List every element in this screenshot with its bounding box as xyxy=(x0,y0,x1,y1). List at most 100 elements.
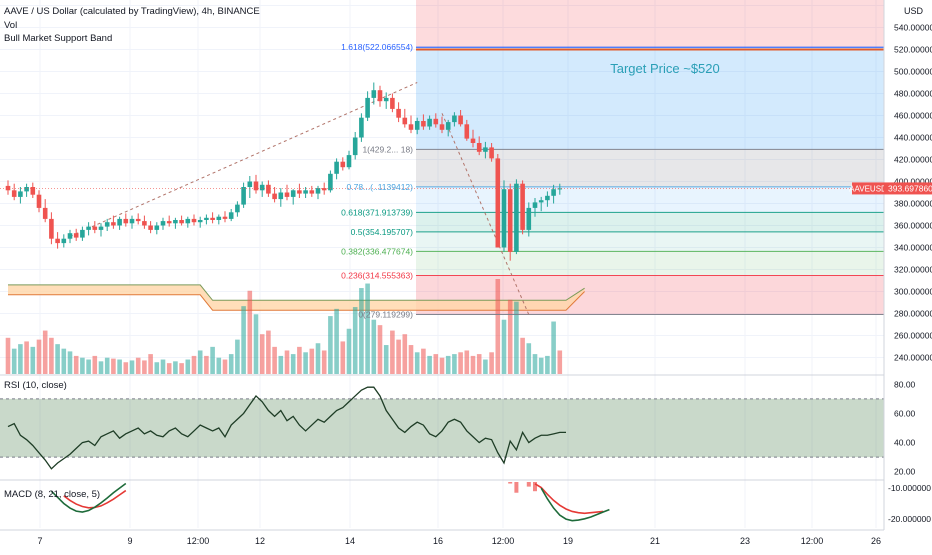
ticker-tag-bg xyxy=(852,182,884,195)
volume-bar xyxy=(427,355,432,374)
candle-body xyxy=(30,187,36,195)
volume-bar xyxy=(67,351,73,374)
volume-bar xyxy=(315,343,321,374)
candle-body xyxy=(464,124,470,139)
volume-bar xyxy=(166,363,172,374)
volume-bar xyxy=(365,283,370,374)
volume-bar xyxy=(414,352,420,374)
volume-bar xyxy=(191,355,197,374)
candle-body xyxy=(129,218,135,224)
candle-body xyxy=(309,190,315,194)
volume-bar xyxy=(390,330,395,374)
last-price-tag-bg xyxy=(884,182,932,195)
candle-body xyxy=(61,238,67,244)
volume-bar xyxy=(253,314,259,374)
macd-tick-label: -20.000000 xyxy=(888,514,931,524)
volume-bar xyxy=(470,355,476,374)
zone-05-0382 xyxy=(416,231,884,252)
candle-body xyxy=(520,183,525,230)
price-axis-bg xyxy=(884,0,932,550)
volume-bar xyxy=(514,301,519,374)
time-tick-label: 16 xyxy=(433,536,443,546)
volume-bar xyxy=(483,359,488,374)
volume-bar xyxy=(259,334,265,374)
price-tick-label: 340.000000 xyxy=(894,243,932,253)
candle-body xyxy=(352,137,358,156)
volume-bar xyxy=(98,361,104,374)
volume-bar xyxy=(104,357,110,374)
volume-bar xyxy=(489,352,494,374)
fib-label: 0.78...(..1139412) xyxy=(347,182,414,192)
volume-bar xyxy=(328,316,333,374)
candle-body xyxy=(210,217,215,220)
candle-body xyxy=(526,207,532,230)
candle-body xyxy=(470,138,476,143)
volume-bar xyxy=(55,344,60,374)
candle-body xyxy=(11,190,17,197)
candle-body xyxy=(235,204,240,213)
volume-bar xyxy=(73,355,79,374)
candle-body xyxy=(402,117,408,125)
volume-bar xyxy=(24,341,29,374)
candle-body xyxy=(247,181,253,187)
candle-body xyxy=(334,161,339,174)
candle-body xyxy=(501,189,507,248)
volume-bar xyxy=(433,354,439,374)
candle-body xyxy=(160,221,166,226)
volume-bar xyxy=(507,299,513,374)
zone-extension-top xyxy=(416,0,884,48)
candle-body xyxy=(5,185,11,191)
candle-body xyxy=(452,115,457,123)
candle-body xyxy=(154,225,160,230)
volume-bar xyxy=(495,279,501,374)
volume-legend[interactable]: Vol xyxy=(4,20,18,31)
candle-body xyxy=(86,226,91,230)
candle-body xyxy=(439,124,445,130)
volume-bar xyxy=(551,321,556,374)
macd-histogram-bar xyxy=(533,482,537,492)
price-tick-label: 460.000000 xyxy=(894,111,932,121)
price-tick-label: 400.000000 xyxy=(894,177,932,187)
band-legend[interactable]: Bull Market Support Band xyxy=(4,33,113,44)
zone-0618-05 xyxy=(416,212,884,232)
volume-bar xyxy=(142,360,147,374)
volume-bar xyxy=(49,337,54,374)
symbol-legend[interactable]: AAVE / US Dollar (calculated by TradingV… xyxy=(4,6,260,17)
candle-body xyxy=(67,233,73,239)
volume-bar xyxy=(247,290,253,374)
candle-body xyxy=(414,121,420,130)
volume-bar xyxy=(241,306,246,374)
candle-body xyxy=(507,189,513,252)
volume-bar xyxy=(92,355,98,374)
candle-body xyxy=(55,238,60,244)
rsi-tick-label: 20.00 xyxy=(894,467,916,477)
volume-bar xyxy=(352,307,358,374)
rsi-line xyxy=(7,386,566,470)
volume-bar xyxy=(371,319,377,374)
time-tick-label: 26 xyxy=(871,536,881,546)
volume-bar xyxy=(173,361,178,374)
candle-body xyxy=(42,207,48,219)
candle-body xyxy=(483,147,488,152)
price-tick-label: 480.000000 xyxy=(894,89,932,99)
candle-body xyxy=(185,218,191,224)
macd-tick-label: -10.000000 xyxy=(888,483,931,493)
volume-bar xyxy=(216,357,222,374)
candle-body xyxy=(538,200,544,203)
time-tick-label: 12 xyxy=(255,536,265,546)
candle-body xyxy=(259,184,265,191)
volume-bar xyxy=(11,348,17,374)
volume-bar xyxy=(160,359,166,374)
trend-line-down xyxy=(441,113,530,315)
volume-bar xyxy=(80,357,85,374)
candle-body xyxy=(228,212,234,219)
zone-1-to-0786 xyxy=(416,149,884,187)
volume-bar xyxy=(129,360,135,374)
volume-bar xyxy=(30,346,36,374)
fib-label: 0.236(314.555363) xyxy=(341,270,413,280)
volume-bar xyxy=(86,359,91,374)
ticker-tag: AAVEUSD xyxy=(849,184,887,193)
volume-bar xyxy=(278,355,284,374)
